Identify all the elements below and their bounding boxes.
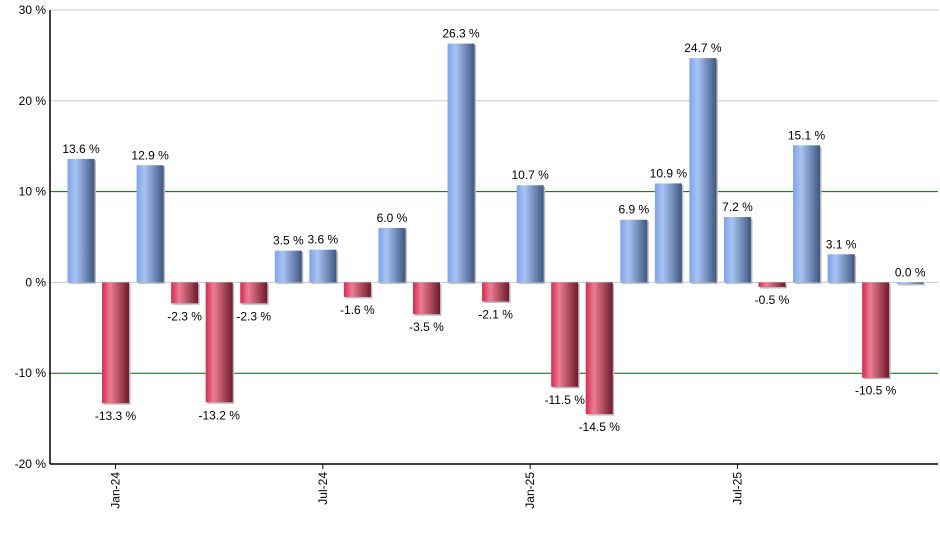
data-label: 3.5 %	[273, 234, 304, 248]
bar	[827, 254, 855, 283]
bar	[516, 185, 544, 283]
bar	[378, 227, 406, 283]
y-tick-label: 20 %	[19, 94, 47, 108]
data-label: -2.3 %	[167, 309, 202, 323]
data-label: 3.1 %	[826, 237, 857, 251]
y-tick-label: 0 %	[25, 275, 46, 289]
bar	[551, 282, 579, 387]
bar	[447, 43, 475, 283]
bar	[343, 282, 371, 297]
x-tick-label: Jan-25	[523, 472, 537, 509]
y-tick-label: -10 %	[15, 366, 47, 380]
data-label: -11.5 %	[544, 393, 585, 407]
bar	[171, 282, 199, 304]
data-label: -2.3 %	[236, 309, 271, 323]
bar	[793, 145, 821, 283]
data-label: 10.7 %	[511, 168, 549, 182]
bar	[67, 158, 95, 283]
bar	[205, 282, 233, 403]
data-label: 24.7 %	[684, 41, 722, 55]
y-tick-label: 10 %	[19, 185, 47, 199]
bar	[723, 217, 751, 283]
bar	[482, 282, 510, 302]
bar	[136, 165, 164, 283]
data-label: -2.1 %	[478, 307, 513, 321]
axes: -20 % -10 % 0 % 10 % 20 % 30 % Jan-24 Jul-24 Jan…	[15, 3, 938, 509]
bars: 13.6 % -13.3 % 12.9 % -2.3 % -13.2 % -2.3 % 3.…	[62, 27, 926, 434]
bar-shadow	[898, 283, 926, 286]
bar	[240, 282, 268, 304]
data-label: -0.5 %	[755, 293, 790, 307]
data-label: 6.9 %	[618, 203, 649, 217]
bar	[102, 282, 130, 404]
data-label: 6.0 %	[377, 211, 408, 225]
data-label: -13.2 %	[199, 408, 241, 422]
bar	[274, 250, 302, 283]
y-tick-label: -20 %	[15, 457, 47, 471]
data-label: 12.9 %	[131, 148, 169, 162]
data-label: -14.5 %	[579, 420, 621, 434]
bar	[896, 282, 924, 284]
data-label: 26.3 %	[442, 27, 480, 41]
data-label: -3.5 %	[409, 320, 444, 334]
x-tick-label: Jul-24	[316, 472, 330, 505]
data-label: 7.2 %	[722, 200, 753, 214]
bar	[309, 249, 337, 283]
data-label: 3.6 %	[308, 233, 339, 247]
bar	[689, 58, 717, 283]
data-label: 0.0 %	[895, 265, 926, 279]
bar	[862, 282, 890, 378]
data-label: -13.3 %	[95, 409, 137, 423]
x-tick-label: Jul-25	[730, 472, 744, 505]
data-label: 15.1 %	[788, 128, 826, 142]
bar	[758, 282, 786, 287]
bar	[620, 219, 648, 283]
bar	[654, 183, 682, 283]
data-label: 13.6 %	[62, 142, 100, 156]
x-tick-label: Jan-24	[109, 472, 123, 509]
bar	[585, 282, 613, 415]
data-label: 10.9 %	[650, 166, 688, 180]
y-tick-label: 30 %	[19, 3, 47, 17]
data-label: -10.5 %	[855, 384, 897, 398]
data-label: -1.6 %	[340, 303, 375, 317]
bar	[413, 282, 440, 315]
